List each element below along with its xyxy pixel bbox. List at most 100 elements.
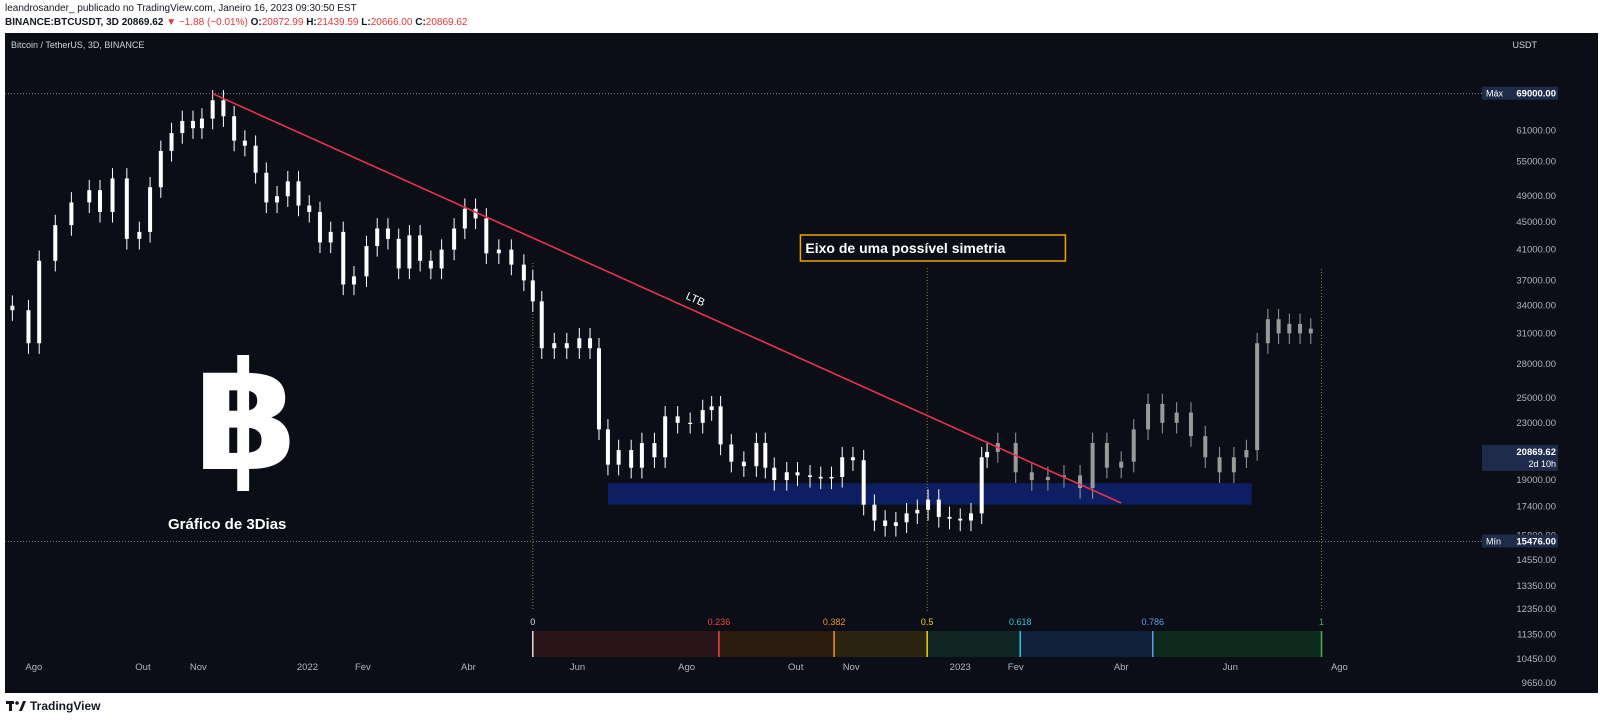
low-value: 20666.00 (370, 17, 413, 28)
symbol-label: BINANCE:BTCUSDT, 3D (5, 17, 119, 28)
x-tick-10: 2023 (950, 662, 971, 673)
candle-body (850, 457, 855, 461)
price-label-sub-1: 2d 10h (1528, 459, 1556, 469)
candle-body (53, 225, 58, 261)
projection-candle-body (1244, 450, 1249, 458)
projection-candle-body (1174, 412, 1179, 423)
y-tick-12: 17400.00 (1516, 501, 1556, 512)
projection-candle-body (1255, 343, 1260, 451)
y-tick-2: 49000.00 (1516, 191, 1556, 202)
y-tick-10: 23000.00 (1516, 418, 1556, 429)
chart-background (5, 33, 1598, 693)
fib-label-0.786: 0.786 (1141, 617, 1164, 627)
candle-body (452, 228, 457, 250)
open-label: O: (250, 17, 262, 28)
candle-body (629, 450, 634, 468)
candle-body (264, 172, 269, 203)
high-value: 21439.59 (316, 17, 359, 28)
y-tick-19: 9650.00 (1522, 678, 1556, 689)
candle-body (829, 476, 834, 479)
tradingview-footer: TradingView (6, 697, 100, 715)
y-tick-11: 19000.00 (1516, 475, 1556, 486)
publish-info: leandrosander_ publicado no TradingView.… (5, 3, 357, 14)
y-tick-17: 11350.00 (1517, 629, 1556, 640)
chart-panel[interactable]: Bitcoin / TetherUS, 3D, BINANCE USDT 0 0.23… (5, 33, 1598, 693)
candle-body (98, 190, 102, 212)
projection-candle-body (1061, 475, 1066, 477)
candle-body (968, 513, 973, 521)
projection-candle-body (1078, 475, 1083, 489)
candle-body (148, 187, 153, 232)
candle-body (936, 499, 941, 517)
tradingview-logo-icon (6, 701, 26, 711)
y-tick-5: 37000.00 (1516, 275, 1556, 286)
candle-body (180, 120, 185, 134)
candle-body (616, 450, 621, 465)
candle-body (285, 181, 290, 197)
candle-body (979, 457, 984, 514)
candle-body (741, 461, 746, 467)
y-tick-3: 45000.00 (1516, 217, 1556, 228)
candle-body (652, 443, 657, 458)
candle-body (87, 190, 92, 203)
candle-body (564, 343, 569, 349)
y-tick-9: 25000.00 (1516, 393, 1556, 404)
candle-body (784, 472, 789, 481)
candle-body (605, 429, 610, 465)
candle-body (10, 305, 15, 311)
y-tick-1: 55000.00 (1516, 157, 1556, 168)
bitcoin-logo: ฿ (194, 331, 298, 505)
fib-band-0.382 (834, 631, 928, 657)
candle-body (577, 338, 582, 349)
candle-body (596, 348, 601, 430)
high-label: H: (306, 17, 317, 28)
fib-label-0.382: 0.382 (823, 617, 846, 627)
candle-body (418, 235, 423, 261)
y-tick-14: 14550.00 (1516, 555, 1556, 566)
projection-candle-body (1188, 412, 1193, 437)
candle-body (462, 208, 467, 229)
x-tick-14: Ago (1331, 662, 1348, 673)
fib-band-0.786 (1152, 631, 1322, 657)
projection-candle-body (1104, 443, 1109, 468)
fib-band-0.5 (927, 631, 1021, 657)
price-label-tag-0: Máx (1486, 89, 1504, 99)
y-tick-15: 13350.00 (1516, 581, 1556, 592)
x-tick-12: Abr (1114, 662, 1129, 673)
candle-body (242, 140, 247, 146)
candle-body (137, 231, 142, 239)
candle-body (199, 118, 204, 129)
candle-body (754, 443, 759, 467)
candle-body (317, 211, 322, 243)
projection-candle-body (1231, 457, 1236, 473)
fib-band-0.618 (1020, 631, 1153, 657)
chart-title: Bitcoin / TetherUS, 3D, BINANCE (11, 40, 144, 50)
candle-body (552, 343, 557, 349)
candle-body (396, 238, 401, 269)
candle-body (663, 416, 668, 458)
fib-label-0.5: 0.5 (921, 617, 934, 627)
fib-label-0: 0 (530, 617, 535, 627)
candle-body (307, 205, 312, 212)
x-tick-6: Jun (570, 662, 585, 673)
y-tick-18: 10450.00 (1516, 654, 1556, 665)
price-label-box-2 (1482, 534, 1558, 548)
candle-body (253, 145, 258, 173)
candle-body (521, 264, 526, 281)
x-tick-5: Abr (461, 662, 476, 673)
projection-candle-body (1131, 429, 1136, 462)
candle-body (124, 178, 129, 239)
projection-candle-body (1298, 323, 1303, 334)
y-tick-4: 41000.00 (1516, 245, 1556, 256)
price-chart[interactable]: Bitcoin / TetherUS, 3D, BINANCE USDT 0 0.23… (5, 33, 1598, 693)
candle-body (818, 476, 823, 479)
projection-candle-body (1287, 323, 1292, 334)
price-label-value-0: 69000.00 (1516, 89, 1556, 100)
projection-candle-body (1276, 319, 1281, 334)
candle-body (169, 133, 174, 151)
candle-body (958, 518, 963, 521)
candle-body (484, 218, 489, 254)
candle-body (191, 120, 195, 129)
candle-body (341, 231, 346, 285)
price-label-value-2: 15476.00 (1516, 537, 1556, 548)
